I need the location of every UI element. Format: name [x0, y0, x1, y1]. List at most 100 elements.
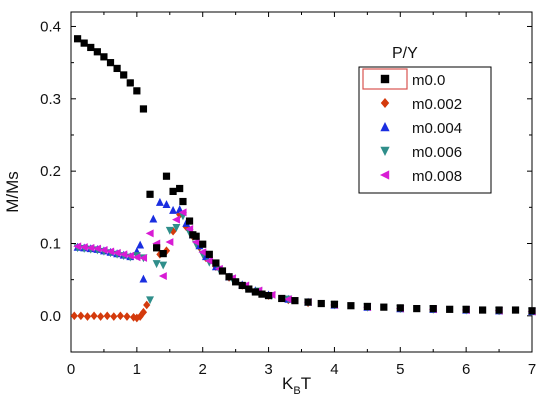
data-point-m0.0 — [212, 259, 220, 267]
data-point-m0.008 — [79, 243, 88, 252]
data-point-m0.006 — [165, 226, 174, 235]
y-tick-label: 0.0 — [40, 308, 61, 325]
series-m0.0 — [73, 35, 536, 315]
legend-items: m0.0 m0.002 m0.004 m0.006 m0.008 — [362, 68, 462, 185]
data-point-m0.0 — [93, 48, 101, 56]
data-point-m0.0 — [139, 105, 148, 113]
data-point-m0.0 — [100, 53, 108, 61]
data-point-m0.0 — [162, 172, 171, 180]
legend-label-m0.008: m0.008 — [412, 168, 462, 185]
series-m0.008 — [73, 208, 536, 316]
x-tick-label: 4 — [330, 361, 338, 378]
data-point-m0.0 — [176, 184, 184, 193]
data-point-m0.0 — [179, 197, 187, 206]
data-point-m0.002 — [139, 307, 148, 317]
legend-marker-m0.004 — [380, 121, 390, 132]
data-point-m0.008 — [158, 272, 167, 281]
data-point-m0.002 — [77, 311, 85, 321]
data-point-m0.008 — [125, 251, 134, 260]
data-point-m0.0 — [218, 267, 227, 275]
data-point-m0.002 — [97, 312, 105, 321]
data-point-m0.008 — [165, 238, 174, 247]
data-point-m0.008 — [139, 253, 148, 262]
data-point-m0.008 — [86, 243, 95, 252]
data-point-m0.0 — [238, 281, 246, 290]
data-point-m0.004 — [149, 214, 158, 223]
data-point-m0.008 — [73, 242, 82, 251]
data-point-m0.0 — [380, 303, 388, 311]
data-point-m0.0 — [159, 250, 167, 258]
x-tick-label: 0 — [67, 361, 75, 378]
data-point-m0.008 — [204, 256, 213, 265]
axis-ticks — [70, 12, 533, 353]
data-point-m0.0 — [205, 250, 213, 258]
data-point-m0.0 — [133, 87, 141, 95]
data-point-m0.008 — [132, 253, 141, 262]
data-point-m0.0 — [232, 278, 240, 286]
x-tick-label: 2 — [199, 361, 207, 378]
data-point-m0.0 — [347, 302, 355, 310]
x-tick-label: 3 — [264, 361, 272, 378]
legend-title: P/Y — [392, 45, 418, 62]
legend-label-m0.004: m0.004 — [412, 120, 462, 137]
data-point-m0.008 — [99, 246, 108, 254]
data-point-m0.008 — [178, 208, 187, 217]
data-point-m0.0 — [446, 305, 454, 313]
data-point-m0.008 — [185, 225, 194, 233]
legend-marker-m0.006 — [380, 146, 390, 157]
data-point-m0.0 — [413, 304, 421, 313]
data-point-m0.0 — [511, 306, 520, 314]
data-point-m0.0 — [87, 43, 95, 52]
data-point-m0.0 — [106, 59, 115, 67]
x-axis-title-sub: B — [293, 385, 300, 397]
data-point-m0.004 — [155, 197, 164, 206]
y-tick-label: 0.2 — [40, 163, 61, 180]
data-point-m0.008 — [191, 238, 200, 247]
data-point-m0.0 — [304, 298, 312, 306]
data-point-m0.002 — [90, 311, 98, 321]
y-tick-label: 0.1 — [40, 235, 61, 252]
x-axis-title-k: K — [282, 374, 294, 393]
legend-marker-m0.008 — [379, 170, 390, 180]
y-tick-label: 0.4 — [40, 18, 61, 35]
data-point-m0.0 — [258, 290, 266, 298]
legend-marker-m0.002 — [380, 97, 390, 109]
data-point-m0.0 — [199, 240, 207, 248]
data-point-m0.0 — [396, 304, 404, 312]
data-point-m0.006 — [159, 261, 168, 270]
data-point-m0.006 — [172, 223, 181, 232]
legend-label-m0.002: m0.002 — [412, 96, 462, 113]
data-point-m0.008 — [172, 215, 180, 224]
data-point-m0.002 — [123, 312, 131, 321]
data-markers — [70, 35, 536, 323]
data-point-m0.0 — [113, 64, 121, 73]
data-point-m0.002 — [83, 312, 92, 321]
data-point-m0.006 — [146, 296, 154, 305]
data-point-m0.0 — [251, 288, 259, 296]
data-point-m0.0 — [126, 79, 134, 87]
legend-highlight-box — [362, 68, 408, 90]
data-point-m0.008 — [93, 244, 101, 253]
data-point-m0.0 — [153, 244, 161, 252]
y-axis-title: M/Ms — [3, 171, 22, 213]
x-axis-title: KBT — [282, 374, 311, 397]
data-point-m0.008 — [119, 250, 128, 259]
data-point-m0.0 — [264, 291, 273, 300]
data-point-m0.002 — [116, 311, 124, 321]
data-point-m0.004 — [136, 240, 145, 249]
data-point-m0.0 — [225, 273, 233, 281]
data-point-m0.008 — [284, 295, 292, 304]
data-point-m0.0 — [291, 297, 299, 305]
data-point-m0.004 — [169, 205, 178, 214]
data-point-m0.0 — [462, 305, 470, 313]
data-point-m0.0 — [73, 35, 82, 43]
data-point-m0.002 — [110, 312, 118, 321]
legend: P/Y m0.0 m0.002 m0.004 m0.006 m0.008 — [358, 45, 492, 194]
data-point-m0.002 — [103, 311, 111, 321]
data-point-m0.002 — [143, 300, 151, 310]
tick-labels: 0 1 2 3 4 5 6 7 0.0 0.1 0.2 0.3 0.4 — [40, 18, 536, 378]
data-point-m0.0 — [169, 187, 177, 196]
legend-label-m0.0: m0.0 — [412, 72, 445, 89]
data-point-m0.006 — [152, 260, 161, 269]
data-point-m0.0 — [528, 307, 536, 315]
